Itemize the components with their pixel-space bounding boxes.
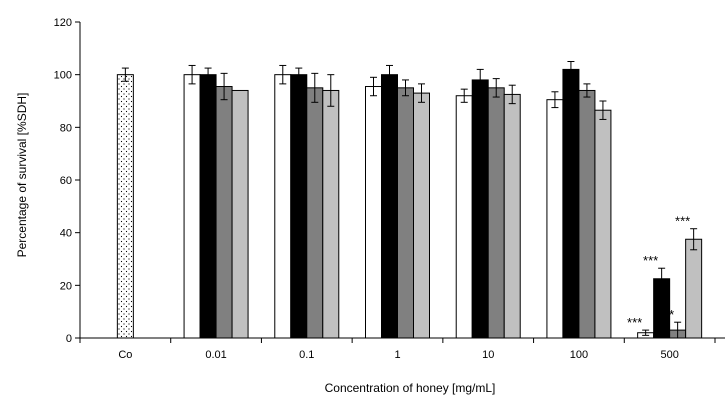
bar-series-2 [381,74,398,339]
significance-marker: *** [627,315,642,330]
significance-marker: *** [643,253,658,268]
y-axis: 0 20 40 60 80 100 120 [54,17,81,345]
bar-series-3 [215,86,233,339]
bar-series-1 [546,99,564,339]
bar-series-1 [183,74,201,339]
bar-series-4 [685,238,703,339]
y-axis-title: Percentage of survival [%SDH] [15,93,29,258]
bar-series-1 [455,95,473,339]
y-tick-label: 100 [54,70,72,82]
y-tick-label: 80 [60,122,72,134]
bar-series-1 [365,86,382,339]
y-tick-label: 40 [60,228,72,240]
bar-series-2 [199,74,217,339]
bar-series-3 [306,87,324,339]
y-tick-label: 120 [54,17,72,29]
x-tick-label: 100 [570,349,588,361]
y-tick-label: 20 [60,280,72,292]
significance-marker: *** [675,214,690,229]
bar-series-4 [413,92,430,339]
bar-series-4 [503,93,521,339]
bar-series-4 [231,89,249,339]
x-tick-label: 0.01 [205,349,226,361]
bar-control [116,74,134,339]
significance-marker: *** [659,307,674,322]
x-tick-label: 500 [660,349,678,361]
x-axis: Co 0.01 0.1 1 10 100 500 [79,337,725,361]
bar-series-2 [290,74,308,339]
x-axis-title: Concentration of honey [mg/mL] [325,381,496,395]
bar-series-3 [578,89,596,339]
bar-series-1 [274,74,292,339]
bar-series-2 [562,68,580,339]
bar-series-4 [594,109,612,339]
bars: *** *** *** *** [116,61,703,339]
x-tick-label: Co [118,349,132,361]
bar-series-3 [397,87,414,339]
y-tick-label: 60 [60,175,72,187]
x-tick-label: 10 [482,349,494,361]
bar-series-4 [322,89,340,339]
y-tick-label: 0 [66,333,72,345]
bar-series-2 [471,79,489,339]
bar-series-3 [487,87,505,339]
x-tick-label: 0.1 [299,349,314,361]
x-tick-label: 1 [394,349,400,361]
